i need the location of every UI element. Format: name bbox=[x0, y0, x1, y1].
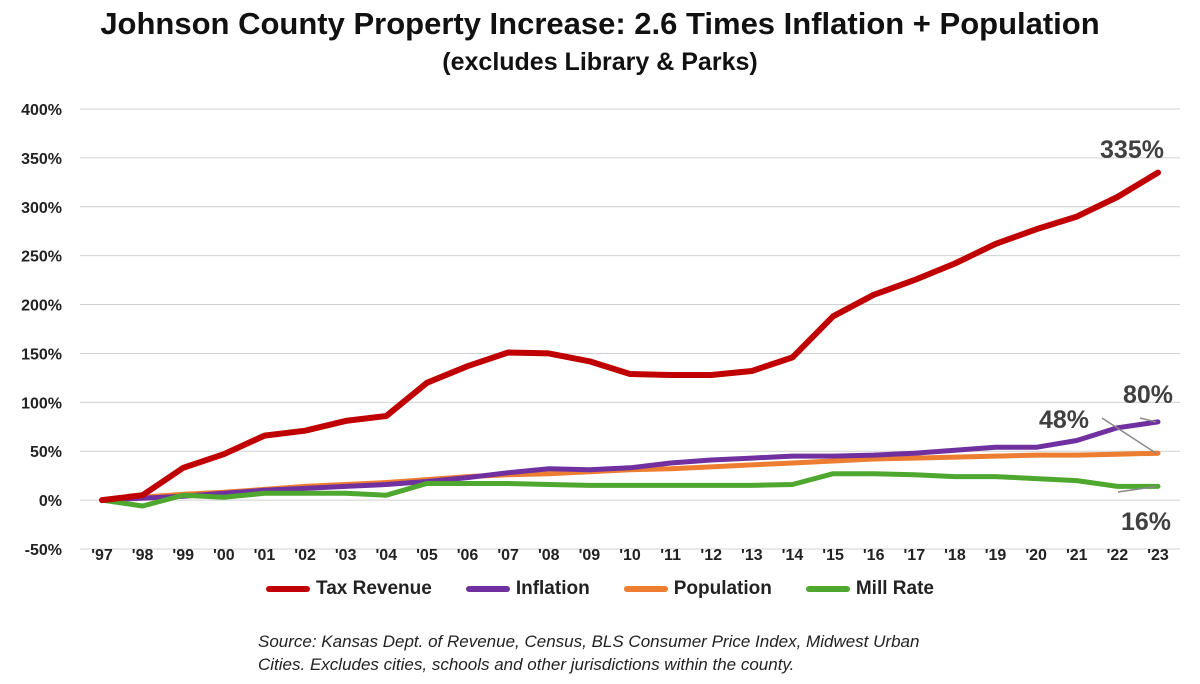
source-line-1: Source: Kansas Dept. of Revenue, Census,… bbox=[258, 632, 920, 651]
x-tick-label: '99 bbox=[172, 547, 194, 564]
legend: Tax Revenue Inflation Population Mill Ra… bbox=[0, 578, 1200, 600]
x-tick-label: '13 bbox=[741, 547, 763, 564]
x-tick-label: '09 bbox=[579, 547, 601, 564]
x-tick-label: '03 bbox=[335, 547, 357, 564]
y-tick-label: 300% bbox=[21, 200, 62, 217]
gridlines bbox=[80, 108, 1180, 550]
annotation-tax-revenue: 335% bbox=[1100, 136, 1164, 164]
series-line-mill-rate bbox=[99, 471, 1161, 509]
legend-item-population: Population bbox=[623, 578, 772, 600]
annotation-leader-population bbox=[1101, 417, 1157, 454]
legend-label-mill-rate: Mill Rate bbox=[855, 578, 934, 599]
x-tick-label: '22 bbox=[1107, 547, 1129, 564]
x-tick-label: '15 bbox=[822, 547, 844, 564]
x-tick-label: '16 bbox=[863, 547, 885, 564]
y-tick-label: 250% bbox=[21, 249, 62, 266]
source-note: Source: Kansas Dept. of Revenue, Census,… bbox=[258, 630, 1058, 676]
chart-title: Johnson County Property Increase: 2.6 Ti… bbox=[100, 6, 1100, 41]
legend-item-tax-revenue: Tax Revenue bbox=[266, 578, 432, 600]
annotation-population: 48% bbox=[1039, 406, 1089, 434]
x-tick-label: '05 bbox=[416, 547, 438, 564]
legend-label-inflation: Inflation bbox=[515, 578, 590, 599]
annotation-leader-mill-rate bbox=[1117, 485, 1157, 493]
x-tick-label: '23 bbox=[1147, 547, 1169, 564]
y-tick-label: 350% bbox=[21, 151, 62, 168]
annotation-leader-inflation bbox=[1139, 417, 1157, 423]
x-tick-label: '20 bbox=[1025, 547, 1047, 564]
x-tick-labels: '97 '98 '99 '00 '01 '02 '03 '04 '05 '06 '07 '08 '09 '… bbox=[91, 547, 1169, 564]
x-tick-label: '11 bbox=[660, 547, 681, 564]
annotation-mill-rate: 16% bbox=[1121, 508, 1171, 536]
series-line-inflation bbox=[99, 419, 1161, 503]
y-tick-label: -50% bbox=[25, 542, 62, 559]
y-tick-label: 0% bbox=[39, 493, 62, 510]
x-tick-label: '06 bbox=[457, 547, 479, 564]
y-tick-label: 100% bbox=[21, 395, 62, 412]
y-tick-label: 50% bbox=[30, 444, 62, 461]
legend-swatch-population bbox=[623, 586, 668, 592]
x-tick-label: '17 bbox=[904, 547, 926, 564]
x-tick-label: '97 bbox=[91, 547, 113, 564]
chart-subtitle: (excludes Library & Parks) bbox=[442, 48, 758, 76]
x-tick-label: '07 bbox=[497, 547, 519, 564]
series-line-tax-revenue bbox=[99, 169, 1161, 504]
legend-swatch-mill-rate bbox=[805, 586, 850, 592]
y-tick-label: 400% bbox=[21, 102, 62, 119]
x-tick-label: '18 bbox=[944, 547, 966, 564]
y-tick-label: 200% bbox=[21, 298, 62, 315]
x-tick-label: '02 bbox=[294, 547, 316, 564]
x-tick-label: '21 bbox=[1066, 547, 1088, 564]
legend-swatch-tax-revenue bbox=[266, 586, 310, 592]
legend-label-population: Population bbox=[673, 578, 772, 599]
source-line-2: Cities. Excludes cities, schools and oth… bbox=[258, 655, 795, 674]
annotation-inflation: 80% bbox=[1123, 381, 1173, 409]
x-tick-label: '10 bbox=[619, 547, 641, 564]
y-tick-label: 150% bbox=[21, 346, 62, 363]
y-tick-labels: -50% 0% 50% 100% 150% 200% 250% 300% 350% 400% bbox=[21, 102, 62, 559]
x-tick-label: '01 bbox=[254, 547, 276, 564]
x-tick-label: '04 bbox=[376, 547, 398, 564]
x-tick-label: '19 bbox=[985, 547, 1007, 564]
x-tick-label: '14 bbox=[782, 547, 804, 564]
series-lines bbox=[99, 169, 1161, 509]
x-tick-label: '12 bbox=[700, 547, 722, 564]
x-tick-label: '08 bbox=[538, 547, 560, 564]
legend-item-mill-rate: Mill Rate bbox=[805, 578, 934, 600]
legend-item-inflation: Inflation bbox=[465, 578, 590, 600]
legend-swatch-inflation bbox=[465, 586, 510, 592]
legend-label-tax-revenue: Tax Revenue bbox=[316, 578, 432, 599]
x-tick-label: '00 bbox=[213, 547, 235, 564]
annotations: 335% 80% 48% 16% bbox=[1039, 136, 1173, 536]
x-tick-label: '98 bbox=[132, 547, 154, 564]
